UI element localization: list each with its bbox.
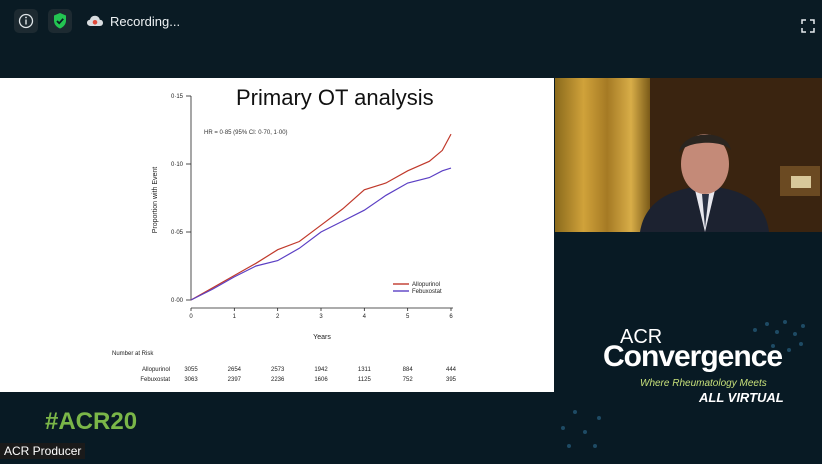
legend: Allopurinol Febuxostat — [393, 282, 442, 295]
hazard-ratio-annotation: HR = 0·85 (95% CI: 0·70, 1·00) — [204, 130, 288, 136]
cloud-record-icon — [87, 15, 103, 26]
fullscreen-icon[interactable] — [800, 18, 816, 34]
series-line-allopurinol — [190, 133, 452, 301]
risk-table: Number at Risk Allopurinol Febuxostat 30… — [112, 351, 457, 383]
shield-icon[interactable] — [48, 9, 72, 33]
shared-slide: Primary OT analysis HR = 0·85 (95% CI: 0… — [0, 78, 554, 392]
y-tick-label: 0·00 — [171, 298, 184, 304]
legend-label-febuxostat: Febuxostat — [412, 289, 442, 295]
cumulative-incidence-chart: 0 1 2 3 4 5 6 0·00 0·05 0·10 0·15 Years Proportion… — [112, 94, 457, 383]
recording-indicator[interactable]: Recording... — [86, 10, 180, 32]
x-tick-label: 4 — [363, 314, 367, 320]
risk-table-cell: 2654 — [228, 367, 242, 373]
risk-table-cell: 3055 — [184, 367, 198, 373]
slide-title: Primary OT analysis — [236, 85, 434, 110]
risk-table-cell: 395 — [446, 377, 457, 383]
risk-table-cell: 1942 — [314, 367, 328, 373]
speaker-video — [555, 78, 822, 232]
y-axis-label: Proportion with Event — [152, 167, 159, 234]
branding-background — [555, 232, 822, 459]
participant-name-tag: ACR Producer — [0, 443, 86, 459]
risk-table-cell: 444 — [446, 367, 457, 373]
risk-table-cell: 2573 — [271, 367, 285, 373]
risk-table-cell: 1606 — [314, 377, 328, 383]
risk-table-cell: 1311 — [358, 367, 372, 373]
x-tick-label: 3 — [319, 314, 323, 320]
info-icon[interactable] — [14, 9, 38, 33]
y-tick-label: 0·10 — [171, 162, 184, 168]
convergence-wordmark: Convergence — [603, 340, 783, 373]
x-tick-label: 5 — [406, 314, 410, 320]
risk-row-label: Febuxostat — [140, 377, 170, 383]
x-tick-label: 1 — [233, 314, 237, 320]
x-axis-label: Years — [313, 334, 331, 341]
recording-label: Recording... — [110, 13, 181, 29]
series-line-febuxostat — [190, 167, 452, 301]
risk-table-cell: 1125 — [358, 377, 372, 383]
risk-row-label: Allopurinol — [142, 367, 170, 373]
risk-table-cell: 752 — [403, 377, 414, 383]
y-tick-label: 0·05 — [171, 230, 184, 236]
y-tick-label: 0·15 — [171, 94, 184, 100]
all-virtual-label: ALL VIRTUAL — [699, 390, 784, 405]
acr-wordmark: ACR — [620, 326, 663, 348]
meeting-toolbar: Recording... — [0, 0, 822, 78]
risk-table-cell: 884 — [403, 367, 414, 373]
risk-table-header: Number at Risk — [112, 351, 154, 357]
x-tick-label: 0 — [189, 314, 193, 320]
risk-table-cell: 2397 — [228, 377, 242, 383]
legend-label-allopurinol: Allopurinol — [412, 282, 440, 288]
event-hashtag: #ACR20 — [45, 408, 138, 435]
x-tick-label: 2 — [276, 314, 280, 320]
branding-tagline: Where Rheumatology Meets — [640, 378, 767, 389]
risk-table-cell: 2236 — [271, 377, 285, 383]
risk-table-cell: 3063 — [184, 377, 198, 383]
x-tick-label: 6 — [449, 314, 453, 320]
